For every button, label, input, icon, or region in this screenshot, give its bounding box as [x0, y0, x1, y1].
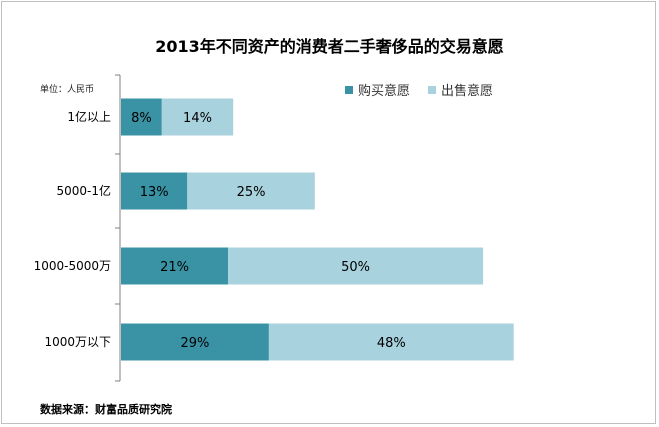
category-label: 1亿以上 — [67, 109, 111, 124]
data-label-buy: 29% — [180, 336, 209, 351]
category-label: 5000-1亿 — [56, 183, 111, 198]
bar-buy — [121, 172, 188, 210]
legend-swatch-buy — [345, 85, 353, 94]
bar-sell — [161, 98, 234, 136]
legend: 购买意愿 出售意愿 — [345, 80, 493, 99]
bar-sell — [228, 247, 484, 285]
legend-swatch-sell — [428, 85, 437, 94]
data-label-sell: 14% — [183, 111, 212, 126]
bar-sell — [187, 172, 315, 210]
data-label-sell: 48% — [377, 336, 406, 351]
chart-title: 2013年不同资产的消费者二手奢侈品的交易意愿 — [155, 37, 504, 56]
data-label-sell: 25% — [237, 185, 266, 200]
data-label-buy: 13% — [140, 185, 169, 200]
bar-buy — [121, 98, 162, 136]
category-label: 1000-5000万 — [34, 259, 111, 273]
legend-label-sell: 出售意愿 — [441, 84, 494, 99]
bar-buy — [121, 323, 269, 361]
data-label-buy: 21% — [160, 260, 189, 275]
data-label-buy: 8% — [131, 111, 152, 126]
data-label-sell: 50% — [341, 260, 370, 275]
data-source: 数据来源：财富品质研究院 — [40, 403, 172, 416]
bar-buy — [121, 247, 229, 285]
category-label: 1000万以下 — [44, 335, 111, 349]
legend-item-buy: 购买意愿 — [345, 80, 410, 99]
legend-item-sell: 出售意愿 — [428, 80, 493, 99]
bar-sell — [268, 323, 514, 361]
unit-note: 单位：人民币 — [40, 85, 95, 95]
legend-label-buy: 购买意愿 — [358, 84, 411, 99]
